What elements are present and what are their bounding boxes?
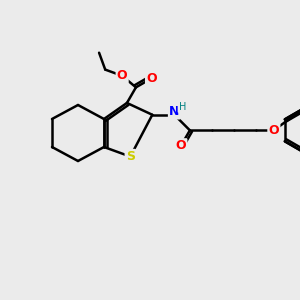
Text: S: S	[126, 150, 135, 163]
Text: O: O	[176, 140, 186, 152]
Text: O: O	[117, 69, 128, 82]
Text: O: O	[268, 124, 279, 137]
Text: H: H	[178, 102, 186, 112]
Text: N: N	[169, 105, 179, 118]
Text: O: O	[146, 72, 157, 85]
